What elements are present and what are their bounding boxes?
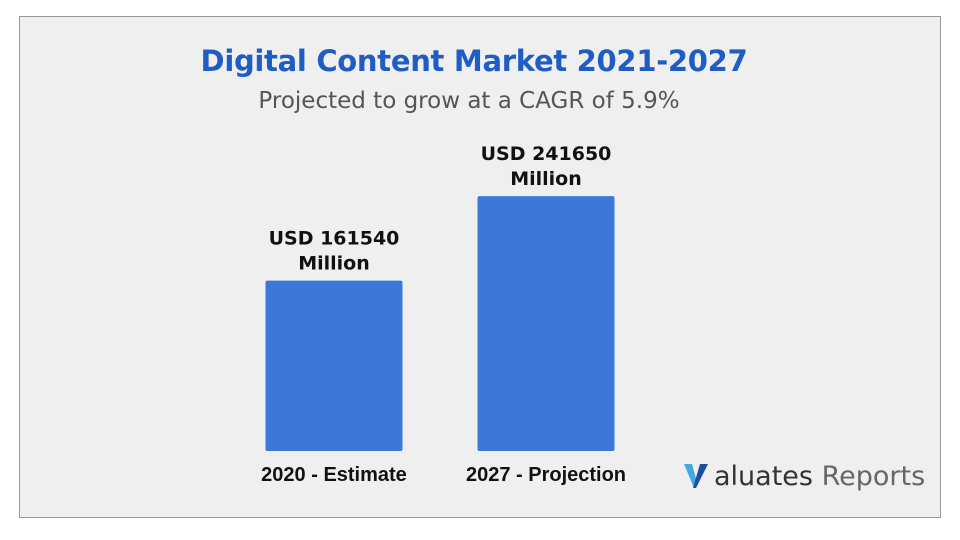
- category-label-1: 2027 - Projection: [466, 464, 626, 486]
- category-label-0: 2020 - Estimate: [261, 464, 407, 486]
- valuates-reports-logo: aluates Reports: [682, 456, 925, 496]
- data-label-0-1: Million: [298, 253, 370, 275]
- data-label-1-0: USD 241650: [481, 143, 612, 165]
- bar-1: [477, 196, 615, 451]
- bar-0: [265, 280, 403, 451]
- logo-wordmark: aluates Reports: [714, 461, 925, 492]
- chart-subtitle: Projected to grow at a CAGR of 5.9%: [258, 88, 680, 114]
- logo-suffix: Reports: [821, 460, 926, 492]
- data-label-1-1: Million: [510, 168, 582, 190]
- chart-title: Digital Content Market 2021-2027: [200, 44, 748, 78]
- data-label-0-0: USD 161540: [269, 228, 400, 250]
- valuates-v-icon: [684, 464, 708, 488]
- logo-name: aluates: [714, 460, 813, 492]
